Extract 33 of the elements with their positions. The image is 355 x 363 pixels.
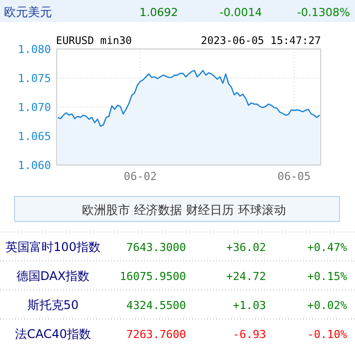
y-tick-label: 1.065 (18, 130, 51, 143)
x-tick-label: 06-05 (278, 170, 311, 183)
y-tick-label: 1.070 (18, 101, 51, 114)
text: 欧洲股市 (82, 203, 130, 217)
text: 16075.9500 (120, 270, 186, 283)
text: -0.1308% (297, 6, 350, 19)
y-tick-label: 1.060 (18, 159, 51, 172)
text: -0.10% (307, 328, 348, 341)
chart-subtitle: EURUSD min30 (56, 35, 132, 47)
text: 7643.3000 (126, 241, 186, 254)
text: -0.0014 (220, 6, 262, 19)
text: 环球滚动 (238, 203, 286, 217)
text: 财经日历 (186, 203, 234, 217)
text: 4324.5500 (126, 299, 186, 312)
text: 德国DAX指数 (16, 269, 90, 283)
text: 1.0692 (140, 6, 178, 19)
text: -6.93 (232, 328, 266, 341)
text: +1.03 (232, 299, 266, 312)
x-tick-label: 06-02 (124, 170, 157, 183)
text: +0.15% (307, 270, 348, 283)
y-tick-label: 1.075 (18, 72, 51, 85)
text: 2023-06-05 15:47:27 (200, 35, 321, 47)
text: +0.47% (307, 241, 348, 254)
text: 7263.7600 (126, 328, 186, 341)
text: +0.02% (307, 299, 348, 312)
text: +24.72 (226, 270, 266, 283)
chart-title: 欧元美元 (4, 5, 52, 19)
text: 法CAC40指数 (14, 327, 92, 341)
text: +36.02 (226, 241, 266, 254)
text: 斯托克50 (27, 298, 79, 312)
y-tick-label: 1.080 (18, 43, 51, 56)
text: 经济数据 (134, 203, 182, 217)
text: 英国富时100指数 (6, 240, 100, 254)
